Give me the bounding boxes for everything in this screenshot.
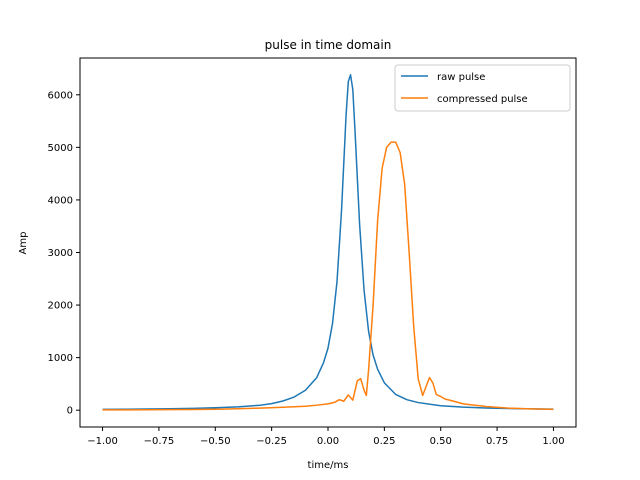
y-axis: 0 1000 2000 3000 4000 5000 6000 [48, 90, 80, 417]
y-tick-label: 2000 [48, 301, 73, 312]
x-tick-label: −1.00 [87, 436, 118, 447]
x-tick-label: 0.25 [373, 436, 395, 447]
x-axis-label: time/ms [308, 460, 349, 471]
legend-label-raw-pulse: raw pulse [437, 72, 485, 83]
y-tick-label: 1000 [48, 353, 73, 364]
y-tick-label: 0 [67, 406, 73, 417]
y-tick-label: 5000 [48, 143, 73, 154]
series-layer [102, 74, 554, 411]
legend-label-compressed-pulse: compressed pulse [437, 94, 528, 105]
series-line-raw-pulse [102, 74, 554, 411]
series-line-compressed-pulse [102, 141, 554, 411]
x-tick-label: 1.00 [542, 436, 564, 447]
x-tick-label: −0.50 [200, 436, 231, 447]
legend: raw pulse compressed pulse [394, 64, 571, 112]
legend-box [394, 64, 571, 112]
y-tick-label: 6000 [48, 90, 73, 101]
y-axis-label: Amp [18, 232, 29, 255]
chart-title: pulse in time domain [265, 38, 392, 52]
x-axis: −1.00 −0.75 −0.50 −0.25 0.00 0.25 0.50 0.75 1.00 [87, 427, 565, 447]
y-tick-label: 4000 [48, 195, 73, 206]
x-tick-label: 0.75 [486, 436, 508, 447]
y-tick-label: 3000 [48, 248, 73, 259]
x-tick-label: −0.75 [144, 436, 175, 447]
x-tick-label: 0.00 [317, 436, 339, 447]
x-tick-label: −0.25 [256, 436, 287, 447]
x-tick-label: 0.50 [430, 436, 452, 447]
